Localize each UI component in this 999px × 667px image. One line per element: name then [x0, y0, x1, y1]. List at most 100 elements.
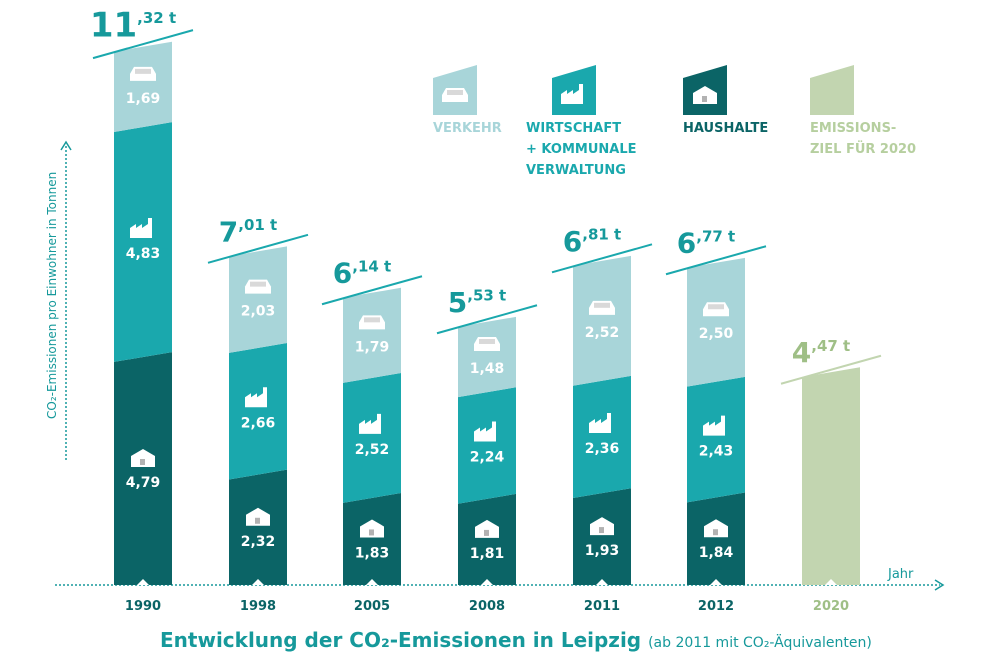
y-axis-label: CO₂-Emissionen pro Einwohner in Tonnen [45, 171, 59, 419]
legend-item: HAUSHALTE [683, 65, 768, 136]
car-body [130, 66, 156, 81]
y-axis-arrow [60, 140, 72, 151]
bar-segment [458, 316, 516, 398]
car-body [589, 300, 615, 315]
factory-body [703, 415, 725, 436]
data-label: 2,03 [241, 304, 276, 320]
house-icon [246, 507, 270, 526]
bar-notch [825, 579, 837, 585]
house-door [255, 517, 260, 524]
data-label: 2,52 [585, 325, 620, 341]
bar-segment [573, 375, 631, 499]
car-window [594, 302, 610, 308]
total-label: 4,47 t [792, 336, 850, 369]
data-label: 2,36 [585, 441, 620, 457]
bar-notch [366, 579, 378, 585]
bar-notch [710, 579, 722, 585]
bar-segment [114, 122, 172, 362]
house-door [484, 529, 489, 536]
car-icon [130, 66, 156, 81]
data-label: 1,69 [126, 91, 161, 107]
house-door [140, 458, 145, 465]
bar-segment [343, 373, 401, 503]
legend-item: VERKEHR [433, 65, 502, 136]
house-body [590, 517, 614, 536]
bar-segment [114, 41, 172, 133]
total-label: 11,32 t [90, 6, 176, 46]
factory-icon [561, 84, 583, 104]
legend-swatch [552, 65, 596, 115]
bar-notch [596, 579, 608, 585]
bar-group-2012: 1,84 2,43 2,50 6,77 t 2012 [665, 227, 767, 614]
factory-icon [703, 415, 725, 436]
chart-subtitle: (ab 2011 mit CO₂-Äquivalenten) [648, 635, 872, 651]
car-body [442, 88, 468, 102]
car-window [250, 281, 266, 287]
total-label: 6,81 t [563, 225, 621, 258]
house-body [475, 519, 499, 538]
data-label: 1,81 [470, 546, 505, 562]
data-label: 1,84 [699, 545, 734, 561]
house-door [369, 529, 374, 536]
total-line [436, 304, 538, 335]
legend-label: WIRTSCHAFT [526, 121, 621, 136]
car-window [135, 68, 151, 74]
car-body [359, 315, 385, 330]
factory-icon [245, 387, 267, 408]
data-label: 1,79 [355, 339, 390, 355]
bar-segment [343, 287, 401, 383]
house-icon [475, 519, 499, 538]
car-window [479, 338, 495, 344]
data-label: 2,43 [699, 444, 734, 460]
bar-segment [573, 488, 631, 585]
car-icon [245, 279, 271, 294]
house-body [360, 519, 384, 538]
total-label: 7,01 t [219, 215, 277, 248]
house-door [713, 529, 718, 536]
legend-label: + KOMMUNALE [526, 142, 637, 157]
bar-segment [573, 255, 631, 386]
total-line [780, 354, 882, 385]
house-door [702, 96, 707, 102]
data-label: 4,83 [126, 246, 161, 262]
data-label: 2,32 [241, 534, 276, 550]
data-label: 1,48 [470, 361, 505, 377]
data-label: 2,66 [241, 415, 276, 431]
house-door [599, 527, 604, 534]
total-line [551, 243, 653, 274]
factory-body [561, 84, 583, 104]
bar-segment [802, 367, 860, 585]
data-label: 4,79 [126, 475, 161, 491]
bar-group-2020: 4,47 t 2020 [780, 336, 882, 614]
legend-label: VERWALTUNG [526, 163, 626, 178]
legend-item: EMISSIONS- ZIEL FÜR 2020 [810, 65, 916, 157]
total-label: 6,77 t [677, 227, 735, 260]
data-label: 2,50 [699, 326, 734, 342]
house-icon [704, 519, 728, 538]
house-body [693, 86, 717, 104]
bar-group-1998: 2,32 2,66 2,03 7,01 t 1998 [207, 215, 309, 614]
factory-body [130, 218, 152, 239]
data-label: 2,52 [355, 442, 390, 458]
factory-icon [359, 413, 381, 434]
bar-notch [252, 579, 264, 585]
car-icon [589, 300, 615, 315]
legend-label: EMISSIONS- [810, 121, 896, 136]
chart-title: Entwicklung der CO₂-Emissionen in Leipzi… [160, 628, 642, 652]
factory-body [589, 412, 611, 433]
car-icon [359, 315, 385, 330]
x-tick-label: 1990 [125, 599, 161, 614]
house-body [704, 519, 728, 538]
legend-label: ZIEL FÜR 2020 [810, 141, 916, 157]
bar-segment [687, 376, 745, 503]
bar-notch [137, 579, 149, 585]
total-line [665, 245, 767, 276]
chart-title-wrap: Entwicklung der CO₂-Emissionen in Leipzi… [160, 628, 872, 652]
legend-label: HAUSHALTE [683, 121, 768, 136]
car-window [708, 304, 724, 310]
bar-segment [458, 493, 516, 585]
car-window [364, 317, 380, 323]
car-icon [474, 336, 500, 351]
